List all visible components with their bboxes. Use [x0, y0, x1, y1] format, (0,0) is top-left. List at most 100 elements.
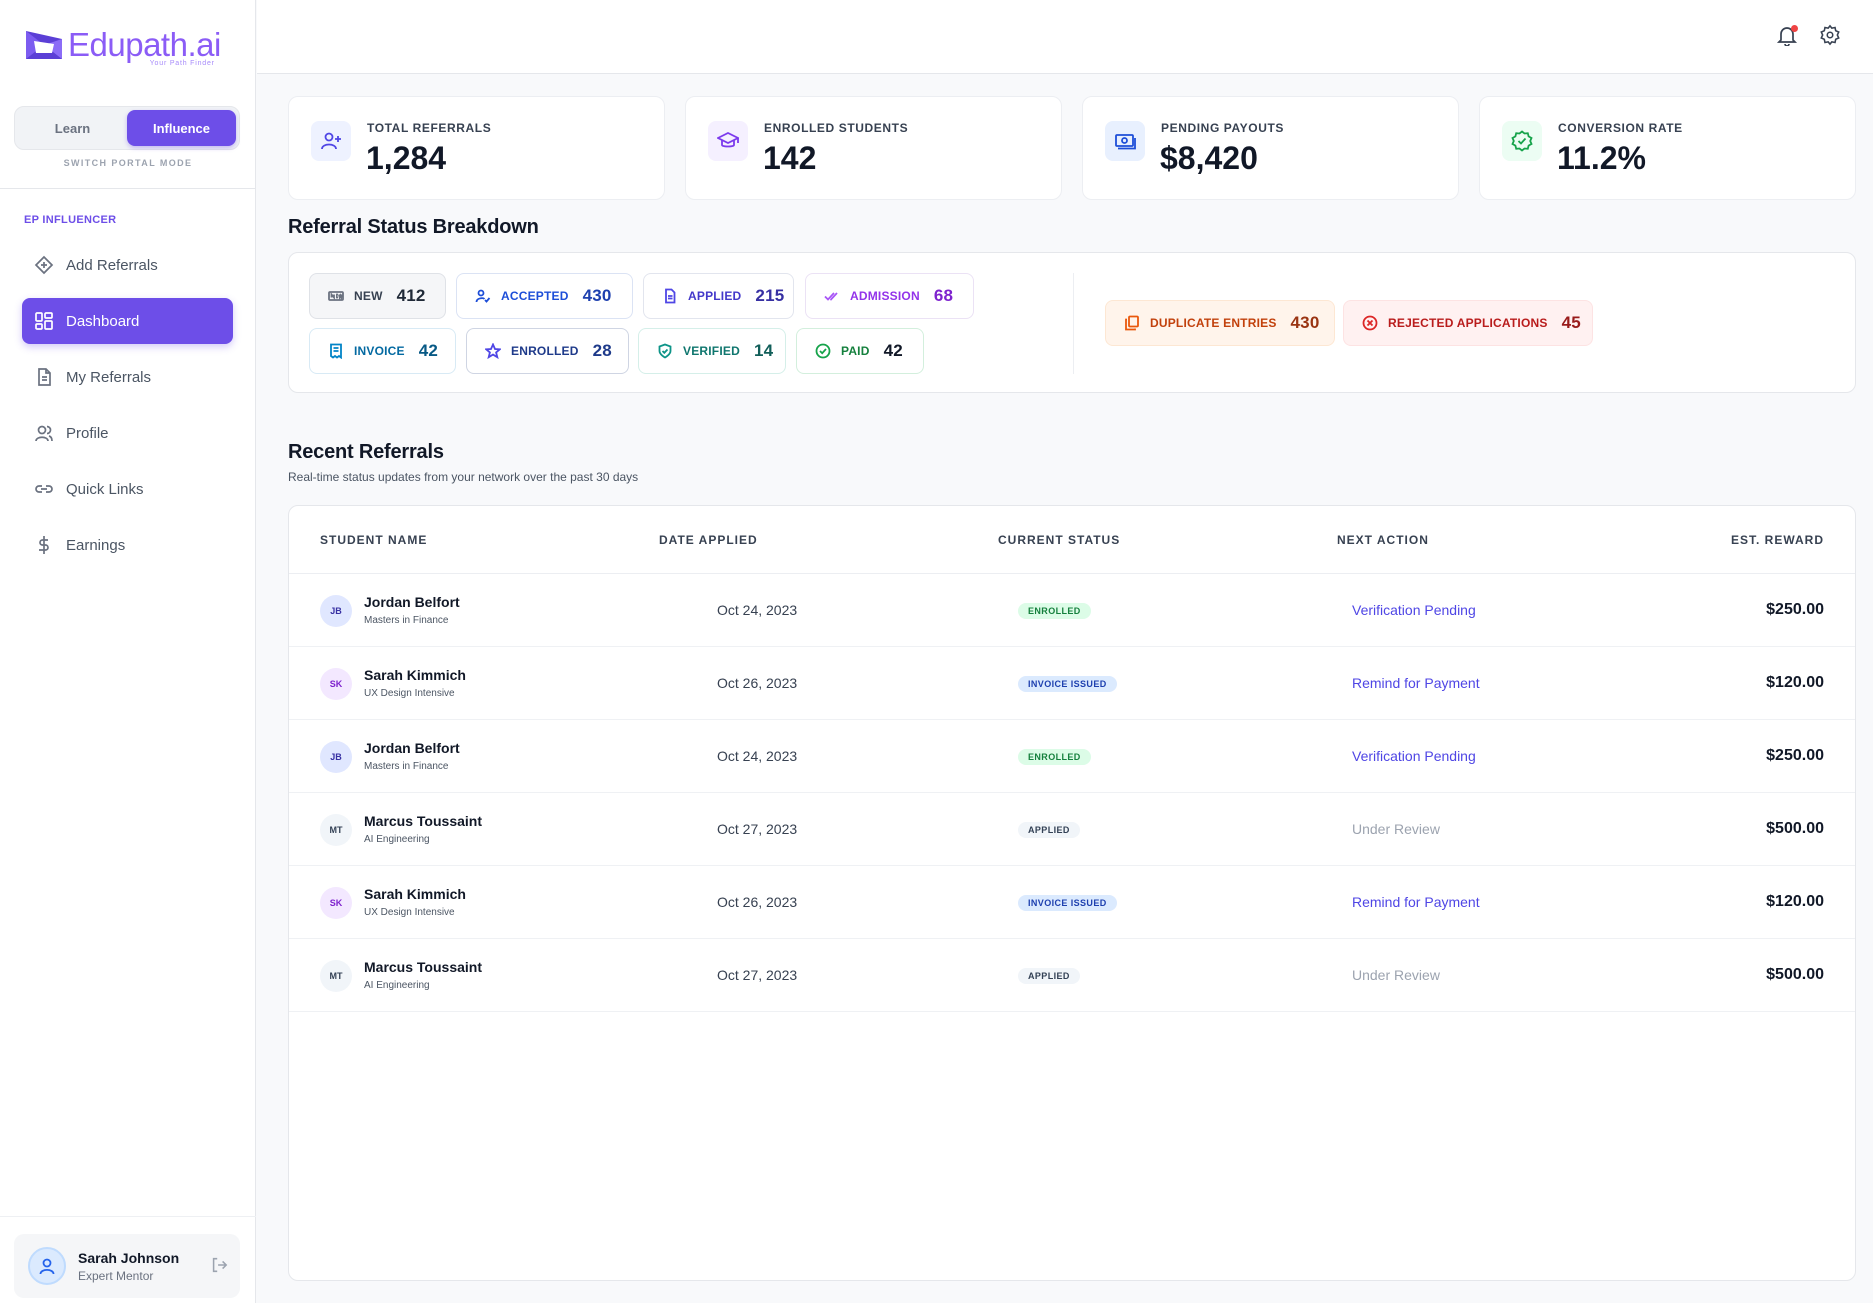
chip-invoice[interactable]: INVOICE 42 — [309, 328, 456, 374]
chip-label: REJECTED APPLICATIONS — [1388, 316, 1548, 330]
student-program: UX Design Intensive — [364, 688, 455, 699]
col-date-applied[interactable]: DATE APPLIED — [659, 533, 758, 547]
mode-learn-button[interactable]: Learn — [54, 120, 91, 136]
gear-icon[interactable] — [1819, 24, 1841, 46]
col-next-action[interactable]: NEXT ACTION — [1337, 533, 1429, 547]
table-row[interactable]: SK Sarah Kimmich UX Design Intensive Oct… — [289, 647, 1855, 720]
sidebar-item-label: Add Referrals — [66, 256, 158, 274]
chip-label: APPLIED — [688, 289, 742, 303]
table-row[interactable]: SK Sarah Kimmich UX Design Intensive Oct… — [289, 866, 1855, 939]
bell-icon[interactable] — [1776, 24, 1798, 46]
user-role: Expert Mentor — [78, 1268, 154, 1283]
table-row[interactable]: MT Marcus Toussaint AI Engineering Oct 2… — [289, 793, 1855, 866]
est-reward: $500.00 — [1766, 820, 1824, 837]
stat-label: CONVERSION RATE — [1558, 121, 1683, 135]
avatar: SK — [320, 887, 352, 919]
col-student-name[interactable]: STUDENT NAME — [320, 533, 428, 547]
sidebar-item-earnings[interactable]: Earnings — [22, 522, 233, 568]
recent-title: Recent Referrals — [288, 441, 444, 463]
est-reward: $120.00 — [1766, 674, 1824, 691]
next-action-link[interactable]: Remind for Payment — [1352, 894, 1480, 910]
chip-label: ENROLLED — [511, 344, 579, 358]
brand-logo[interactable]: Edupath.ai Your Path Finder — [24, 22, 221, 68]
student-name: Jordan Belfort — [364, 594, 460, 610]
table-row[interactable]: JB Jordan Belfort Masters in Finance Oct… — [289, 574, 1855, 647]
logo-text: Edupath.ai Your Path Finder — [68, 26, 221, 68]
stat-value: $8,420 — [1160, 140, 1258, 176]
chip-applied[interactable]: APPLIED 215 — [643, 273, 794, 319]
chip-label: ADMISSION — [850, 289, 920, 303]
student-name: Marcus Toussaint — [364, 959, 482, 975]
chip-count: 430 — [582, 286, 612, 305]
file-icon — [665, 288, 676, 304]
double-check-icon — [824, 292, 838, 301]
date-applied: Oct 26, 2023 — [717, 894, 798, 910]
chip-count: 412 — [396, 286, 426, 305]
chip-count: 215 — [755, 286, 785, 305]
check-circle-icon — [815, 343, 831, 359]
chip-rejected-applications[interactable]: REJECTED APPLICATIONS 45 — [1343, 300, 1593, 346]
stat-card-conversion-rate: CONVERSION RATE 11.2% — [1479, 96, 1856, 200]
table-row[interactable]: JB Jordan Belfort Masters in Finance Oct… — [289, 720, 1855, 793]
col-current-status[interactable]: CURRENT STATUS — [998, 533, 1121, 547]
brand-tagline: Your Path Finder — [149, 60, 215, 67]
dollar-icon — [39, 536, 49, 554]
logout-icon[interactable] — [210, 1256, 228, 1274]
user-card[interactable]: Sarah Johnson Expert Mentor — [14, 1234, 240, 1298]
user-icon — [39, 1258, 55, 1275]
sidebar-item-quick-links[interactable]: Quick Links — [22, 466, 233, 512]
nav-section-label: EP INFLUENCER — [24, 214, 117, 226]
stat-value: 142 — [763, 140, 817, 176]
stat-label: PENDING PAYOUTS — [1161, 121, 1285, 135]
sidebar-item-dashboard[interactable]: Dashboard — [22, 298, 233, 344]
chip-duplicate-entries[interactable]: DUPLICATE ENTRIES 430 — [1105, 300, 1335, 346]
stat-value: 1,284 — [366, 140, 447, 176]
stat-card-total-referrals: TOTAL REFERRALS 1,284 — [288, 96, 665, 200]
est-reward: $250.00 — [1766, 747, 1824, 764]
sidebar-item-profile[interactable]: Profile — [22, 410, 233, 456]
next-action-link[interactable]: Remind for Payment — [1352, 675, 1480, 691]
table-header: STUDENT NAME DATE APPLIED CURRENT STATUS… — [289, 506, 1855, 574]
chip-label: INVOICE — [354, 344, 405, 358]
est-reward: $500.00 — [1766, 966, 1824, 983]
avatar: JB — [320, 741, 352, 773]
add-diamond-icon — [34, 255, 54, 275]
est-reward: $250.00 — [1766, 601, 1824, 618]
sidebar: Edupath.ai Your Path Finder Learn Influe… — [0, 0, 256, 1303]
user-plus-icon — [321, 132, 341, 150]
next-action-link[interactable]: Verification Pending — [1352, 748, 1476, 764]
status-badge: ENROLLED — [1018, 749, 1091, 765]
sidebar-item-add-referrals[interactable]: Add Referrals — [22, 242, 233, 288]
stat-icon-wrap — [1502, 121, 1542, 161]
receipt-icon — [330, 343, 342, 359]
chip-label: ACCEPTED — [501, 289, 569, 303]
brand-name: Edupath.ai — [68, 26, 221, 63]
chip-paid[interactable]: PAID 42 — [796, 328, 924, 374]
mode-influence-button[interactable]: Influence — [127, 110, 236, 146]
col-est-reward[interactable]: EST. REWARD — [1730, 533, 1824, 547]
sidebar-item-label: My Referrals — [66, 368, 152, 386]
status-badge: INVOICE ISSUED — [1018, 676, 1117, 692]
chip-verified[interactable]: VERIFIED 14 — [638, 328, 786, 374]
student-program: Masters in Finance — [364, 615, 449, 626]
stat-card-enrolled-students: ENROLLED STUDENTS 142 — [685, 96, 1062, 200]
student-name: Jordan Belfort — [364, 740, 460, 756]
sidebar-divider — [0, 188, 256, 189]
date-applied: Oct 26, 2023 — [717, 675, 798, 691]
avatar: MT — [320, 960, 352, 992]
sidebar-item-label: Profile — [66, 424, 109, 442]
next-action-link[interactable]: Verification Pending — [1352, 602, 1476, 618]
chip-admission[interactable]: ADMISSION 68 — [805, 273, 974, 319]
table-row[interactable]: MT Marcus Toussaint AI Engineering Oct 2… — [289, 939, 1855, 1012]
recent-subtitle: Real-time status updates from your netwo… — [288, 470, 639, 484]
chip-accepted[interactable]: ACCEPTED 430 — [456, 273, 633, 319]
sidebar-item-my-referrals[interactable]: My Referrals — [22, 354, 233, 400]
users-icon — [35, 425, 53, 442]
chip-new[interactable]: NEW 412 — [309, 273, 446, 319]
student-program: Masters in Finance — [364, 761, 449, 772]
graduation-cap-icon — [717, 131, 739, 148]
chip-enrolled[interactable]: ENROLLED 28 — [466, 328, 629, 374]
star-icon — [485, 343, 501, 359]
chip-label: PAID — [841, 344, 870, 358]
date-applied: Oct 24, 2023 — [717, 602, 798, 618]
